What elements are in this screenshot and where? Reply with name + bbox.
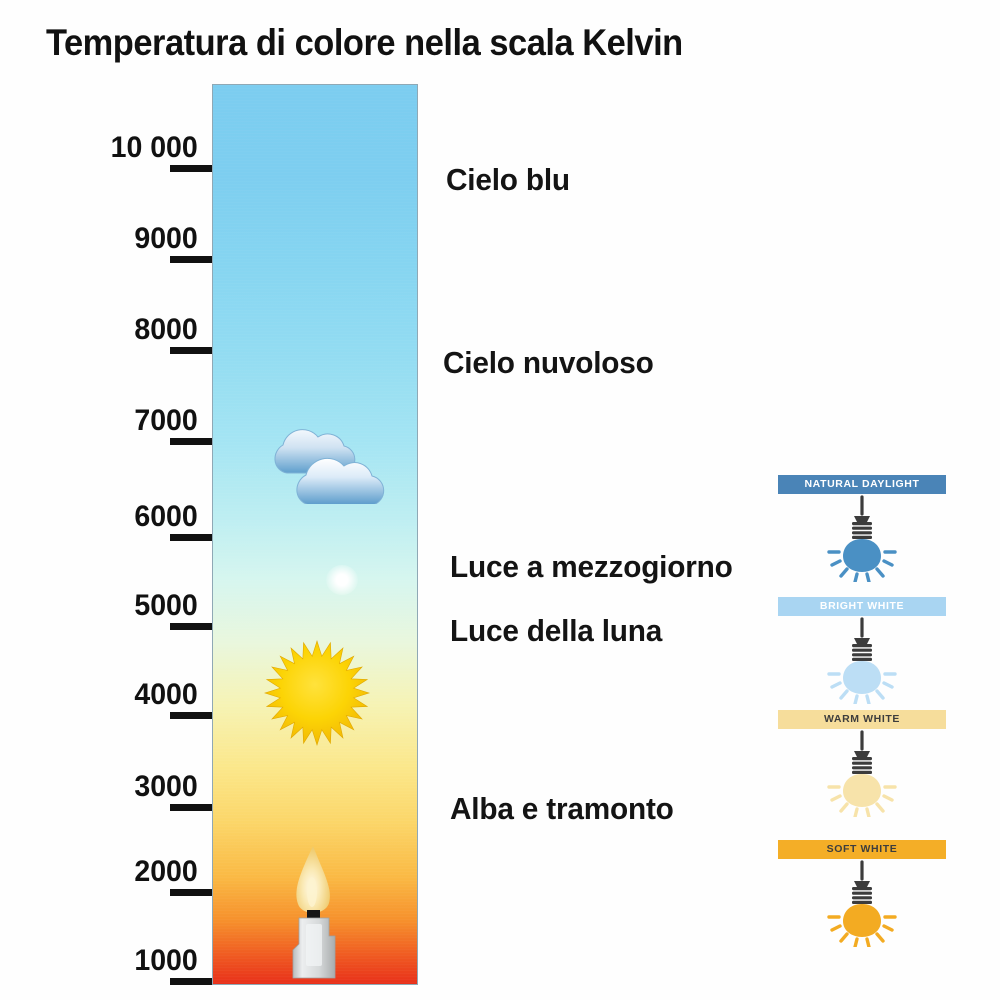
axis-tick-mark	[170, 978, 212, 985]
axis-tick-label: 10 000	[110, 131, 198, 164]
axis-tick-1000: 1000	[0, 944, 212, 985]
axis-tick-mark	[170, 804, 212, 811]
axis-tick-label: 2000	[134, 855, 198, 888]
axis-tick-4000: 4000	[0, 678, 212, 719]
bulb-illustration	[778, 729, 946, 817]
scene-label-cielo-nuvoloso: Cielo nuvoloso	[443, 345, 654, 380]
axis-tick-label: 7000	[134, 404, 198, 437]
bulb-banner-label: SOFT WHITE	[778, 840, 946, 859]
axis-tick-8000: 8000	[0, 313, 212, 354]
scene-label-luce-della-luna: Luce della luna	[450, 613, 663, 648]
bulb-banner-label: NATURAL DAYLIGHT	[778, 475, 946, 494]
axis-tick-9000: 9000	[0, 222, 212, 263]
bulb-banner-label: BRIGHT WHITE	[778, 597, 946, 616]
axis-tick-mark	[170, 889, 212, 896]
axis-tick-mark	[170, 256, 212, 263]
bulb-illustration	[778, 859, 946, 947]
candle-icon	[283, 840, 355, 985]
axis-tick-7000: 7000	[0, 404, 212, 445]
axis-tick-mark	[170, 165, 212, 172]
scene-label-alba-e-tramonto: Alba e tramonto	[450, 791, 674, 826]
axis-tick-label: 4000	[134, 678, 198, 711]
sun-icon	[263, 639, 371, 747]
bulb-illustration	[778, 616, 946, 704]
axis-tick-mark	[170, 347, 212, 354]
axis-tick-label: 9000	[134, 222, 198, 255]
axis-tick-mark	[170, 712, 212, 719]
axis-tick-6000: 6000	[0, 500, 212, 541]
clouds-icon	[253, 412, 393, 506]
bulb-card-soft-white[interactable]: SOFT WHITE	[778, 840, 946, 947]
axis-tick-10000: 10 000	[0, 131, 212, 172]
axis-tick-label: 3000	[134, 770, 198, 803]
axis-tick-3000: 3000	[0, 770, 212, 811]
bulb-illustration	[778, 494, 946, 582]
axis-tick-mark	[170, 534, 212, 541]
axis-tick-mark	[170, 623, 212, 630]
axis-tick-5000: 5000	[0, 589, 212, 630]
page-title: Temperatura di colore nella scala Kelvin	[46, 22, 683, 63]
bulb-card-bright-white[interactable]: BRIGHT WHITE	[778, 597, 946, 704]
axis-tick-label: 5000	[134, 589, 198, 622]
axis-tick-mark	[170, 438, 212, 445]
axis-tick-label: 6000	[134, 500, 198, 533]
axis-tick-label: 1000	[134, 944, 198, 977]
bulb-card-natural-daylight[interactable]: NATURAL DAYLIGHT	[778, 475, 946, 582]
kelvin-axis: 10 000 9000 8000 7000 6000 5000 4000	[0, 0, 212, 1000]
bulb-card-warm-white[interactable]: WARM WHITE	[778, 710, 946, 817]
scene-label-cielo-blu: Cielo blu	[446, 162, 570, 197]
axis-tick-2000: 2000	[0, 855, 212, 896]
bulb-banner-label: WARM WHITE	[778, 710, 946, 729]
axis-tick-label: 8000	[134, 313, 198, 346]
moon-icon	[326, 565, 358, 595]
scene-label-luce-a-mezzogiorno: Luce a mezzogiorno	[450, 549, 733, 584]
